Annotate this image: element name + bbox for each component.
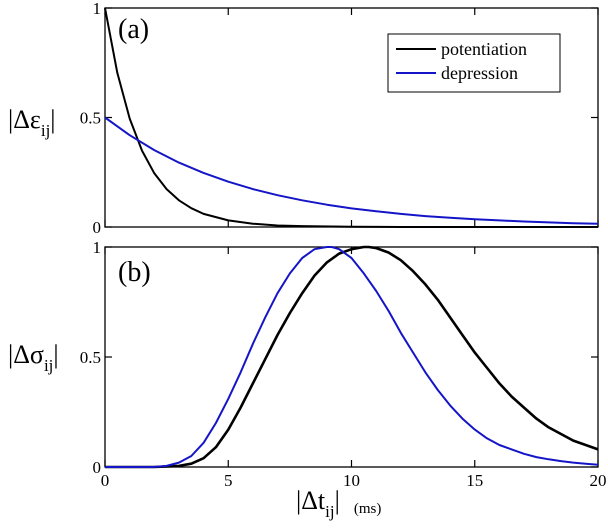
series-depression-line [105, 246, 599, 468]
panel-a: 0 0.5 1 (a) potentiation depression |Δεij| [8, 0, 599, 237]
legend: potentiation depression [387, 33, 561, 93]
panel-b-lines [105, 245, 599, 469]
legend-label-depression: depression [441, 63, 518, 83]
panel-b-xtick-label: 15 [466, 471, 483, 490]
panel-b-ytick-label: 0.5 [80, 348, 101, 367]
series-depression-line [104, 116, 599, 225]
panel-b-ylabel-sub: ij [44, 356, 53, 375]
xlabel: |Δtij| (ms) [296, 486, 381, 521]
panel-b: 00.510 5 10 15 20 (b) |Δσij| |Δtij| (ms) [8, 238, 607, 521]
panel-a-ytick-label: 0.5 [80, 109, 101, 128]
panel-b-ytick-label: 1 [93, 238, 102, 257]
panel-b-ylabel: |Δσij| [8, 340, 59, 375]
legend-box [387, 33, 561, 93]
panel-b-ylabel-main: |Δσ [8, 340, 44, 369]
panel-b-ticks: 00.510 5 10 15 20 [80, 238, 607, 490]
panel-a-ylabel: |Δεij| [8, 105, 56, 140]
panel-a-ytick-label: 1 [93, 0, 102, 18]
panel-a-lines [104, 7, 599, 228]
xlabel-sub: ij [325, 502, 334, 521]
xlabel-main: |Δt [296, 486, 326, 515]
panel-b-xtick-label: 20 [590, 471, 607, 490]
series-potentiation-line [105, 245, 599, 469]
xlabel-close: | [335, 486, 340, 515]
panel-a-label: (a) [118, 14, 149, 45]
panel-b-label: (b) [118, 257, 151, 288]
panel-b-ytick-label: 0 [93, 458, 102, 477]
panel-a-ylabel-main: |Δε [8, 105, 41, 134]
panel-b-xtick-label: 10 [343, 471, 360, 490]
panel-b-xtick-label: 0 [101, 471, 110, 490]
panel-a-ytick-label: 0 [93, 218, 102, 237]
panel-b-ylabel-close: | [53, 340, 58, 369]
panel-b-xtick-label: 5 [224, 471, 233, 490]
panel-a-ylabel-close: | [50, 105, 55, 134]
panel-b-frame [104, 246, 599, 468]
legend-label-potentiation: potentiation [441, 39, 527, 59]
panel-a-ylabel-sub: ij [41, 121, 50, 140]
xlabel-unit: (ms) [354, 501, 382, 517]
